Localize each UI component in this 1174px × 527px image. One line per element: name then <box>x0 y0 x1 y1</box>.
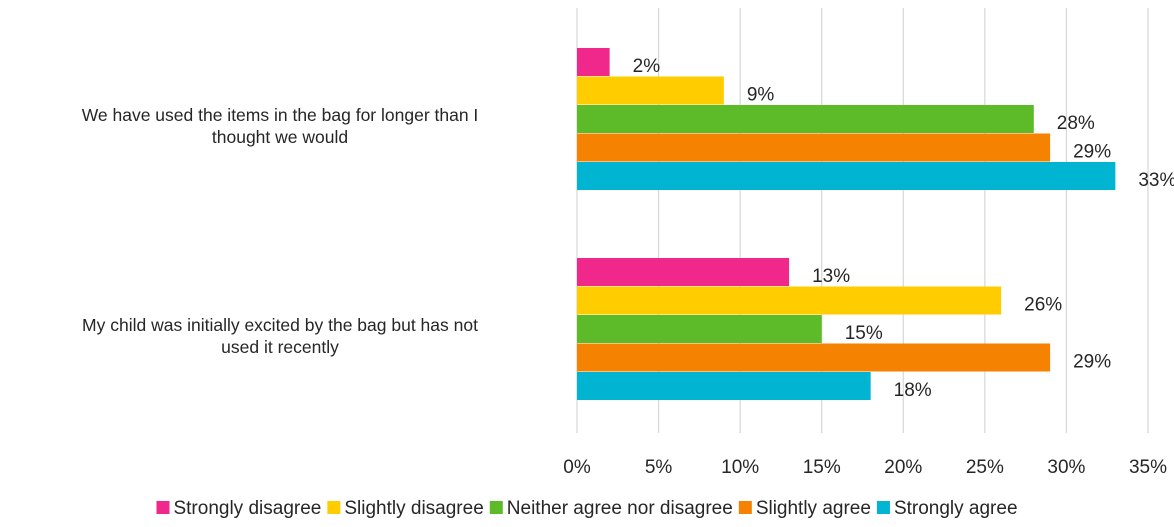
data-label-0-3: 29% <box>1073 142 1111 163</box>
data-label-0-1: 9% <box>747 85 775 106</box>
legend-label-0: Strongly disagree <box>173 498 321 519</box>
x-tick-label-1: 5% <box>645 457 673 478</box>
legend-swatch-4 <box>876 501 890 514</box>
legend-swatch-2 <box>489 501 503 514</box>
legend: Strongly disagree Slightly disagree Neithe… <box>156 498 1018 519</box>
data-label-1-4: 18% <box>894 380 932 401</box>
legend-swatch-3 <box>738 501 752 514</box>
bar-1-1 <box>577 286 1002 315</box>
data-label-0-2: 28% <box>1057 113 1095 134</box>
category-label-1-line-1: used it recently <box>221 337 339 357</box>
bar-0-3 <box>577 133 1051 162</box>
legend-label-1: Slightly disagree <box>344 498 483 519</box>
data-labels: 2% 9% 28% 29% 33% 13% 26% 15% 29% 18% <box>633 56 1174 401</box>
data-label-0-4: 33% <box>1138 170 1174 191</box>
category-labels: We have used the items in the bag for lo… <box>82 105 479 357</box>
data-label-1-0: 13% <box>812 266 850 287</box>
x-tick-label-2: 10% <box>721 457 759 478</box>
category-label-1-line-0: My child was initially excited by the ba… <box>82 315 478 335</box>
x-tick-label-4: 20% <box>884 457 922 478</box>
bars <box>577 48 1116 400</box>
x-tick-label-6: 30% <box>1047 457 1085 478</box>
category-label-0-line-0: We have used the items in the bag for lo… <box>82 105 479 125</box>
bar-1-3 <box>577 343 1051 372</box>
legend-label-2: Neither agree nor disagree <box>507 498 733 519</box>
legend-label-4: Strongly agree <box>894 498 1018 519</box>
x-tick-label-3: 15% <box>803 457 841 478</box>
legend-swatch-1 <box>327 501 341 514</box>
bar-1-0 <box>577 258 790 286</box>
legend-label-3: Slightly agree <box>756 498 871 519</box>
bar-1-2 <box>577 315 822 343</box>
legend-swatch-0 <box>156 501 170 514</box>
x-axis-ticks: 0% 5% 10% 15% 20% 25% 30% 35% <box>563 457 1167 478</box>
bar-0-0 <box>577 48 610 76</box>
bar-0-4 <box>577 162 1116 190</box>
data-label-1-3: 29% <box>1073 352 1111 373</box>
x-tick-label-7: 35% <box>1129 457 1167 478</box>
bar-1-4 <box>577 372 871 400</box>
data-label-0-0: 2% <box>633 56 661 77</box>
x-tick-label-5: 25% <box>966 457 1004 478</box>
category-label-0-line-1: thought we would <box>212 127 348 147</box>
data-label-1-1: 26% <box>1024 295 1062 316</box>
bar-0-1 <box>577 76 724 105</box>
data-label-1-2: 15% <box>845 323 883 344</box>
bar-0-2 <box>577 105 1034 133</box>
x-tick-label-0: 0% <box>563 457 591 478</box>
